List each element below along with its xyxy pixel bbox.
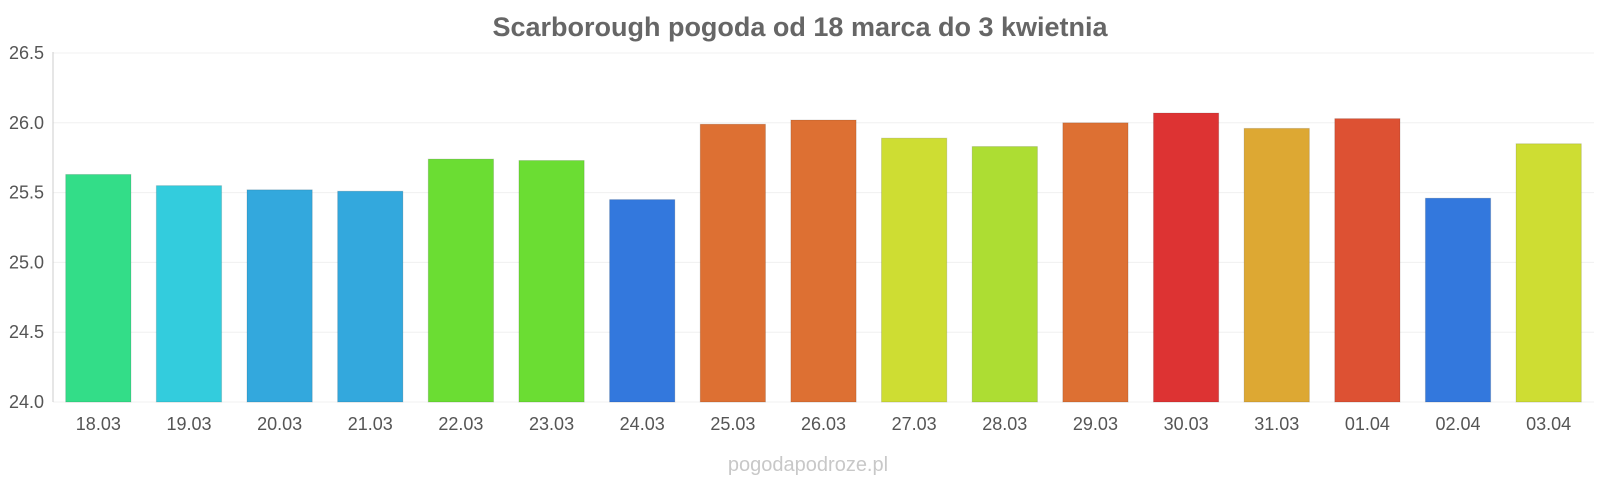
bar-30.03	[1152, 112, 1220, 403]
bar-24.03	[609, 199, 676, 403]
bar-28.03	[971, 146, 1038, 403]
y-axis-ticks: 24.0 24.5 25.0 25.5 26.0 26.5	[9, 43, 44, 412]
x-tick-label: 18.03	[76, 414, 121, 434]
bar-26.03	[790, 119, 857, 403]
bar-20.03	[246, 189, 313, 403]
x-tick-label: 29.03	[1073, 414, 1118, 434]
y-tick-label: 26.5	[9, 43, 44, 63]
y-tick-label: 24.0	[9, 392, 44, 412]
x-tick-label: 21.03	[348, 414, 393, 434]
y-tick-label: 24.5	[9, 322, 44, 342]
bar-18.03	[65, 173, 132, 403]
bar-01.04	[1334, 118, 1401, 403]
x-tick-label: 01.04	[1345, 414, 1390, 434]
x-tick-label: 02.04	[1436, 414, 1481, 434]
x-tick-label: 24.03	[620, 414, 665, 434]
x-tick-label: 20.03	[257, 414, 302, 434]
y-tick-label: 25.0	[9, 252, 44, 272]
x-axis-ticks: 18.03 19.03 20.03 21.03 22.03 23.03 24.03 25.03…	[76, 414, 1571, 434]
x-tick-label: 26.03	[801, 414, 846, 434]
x-tick-label: 22.03	[438, 414, 483, 434]
x-tick-label: 19.03	[166, 414, 211, 434]
bar-03.04	[1515, 143, 1582, 403]
y-tick-label: 26.0	[9, 113, 44, 133]
bars	[65, 112, 1582, 403]
x-tick-label: 28.03	[982, 414, 1027, 434]
x-tick-label: 31.03	[1254, 414, 1299, 434]
bar-27.03	[881, 137, 948, 403]
y-tick-label: 25.5	[9, 183, 44, 203]
watermark-text: pogodapodroze.pl	[728, 454, 888, 476]
bar-29.03	[1062, 122, 1129, 403]
x-tick-label: 25.03	[710, 414, 755, 434]
x-tick-label: 27.03	[892, 414, 937, 434]
bar-02.04	[1424, 197, 1492, 403]
bar-25.03	[699, 123, 766, 403]
chart-title: Scarborough pogoda od 18 marca do 3 kwie…	[492, 12, 1108, 42]
x-tick-label: 03.04	[1526, 414, 1571, 434]
bar-19.03	[155, 185, 223, 403]
x-tick-label: 23.03	[529, 414, 574, 434]
x-tick-label: 30.03	[1164, 414, 1209, 434]
bar-23.03	[518, 159, 585, 403]
bar-31.03	[1243, 127, 1310, 403]
bar-22.03	[427, 158, 495, 403]
bar-21.03	[337, 190, 404, 403]
